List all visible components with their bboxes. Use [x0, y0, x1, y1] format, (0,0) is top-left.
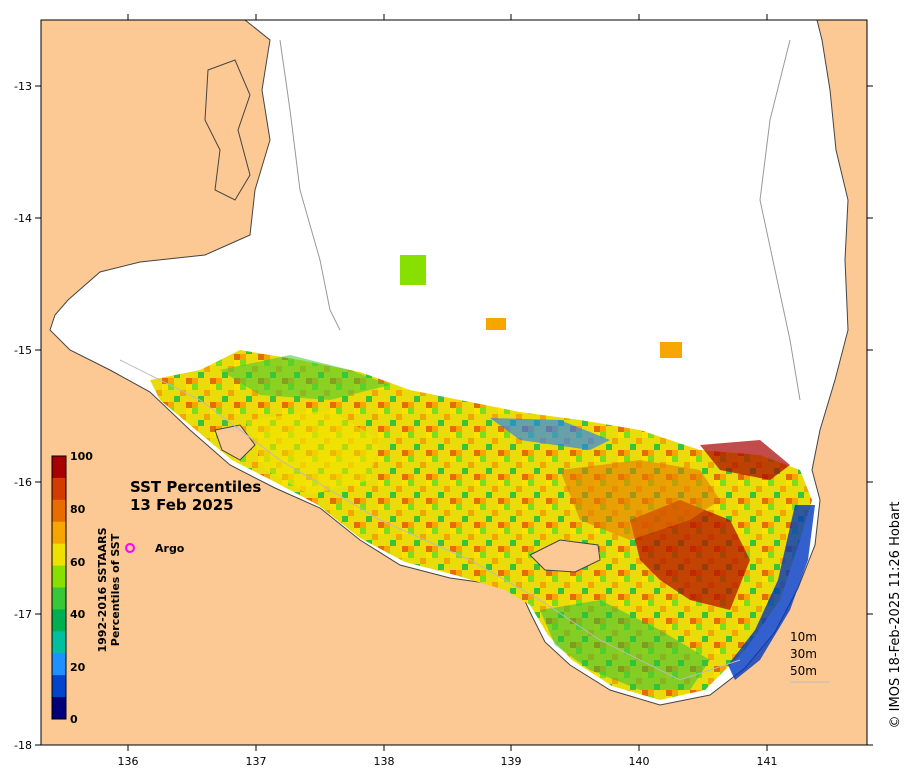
colorbar-band [52, 609, 66, 632]
colorbar-tick-label: 40 [70, 608, 86, 621]
colorbar-band [52, 587, 66, 610]
depth-label: 10m [790, 630, 817, 644]
lat-tick-label: -15 [14, 344, 32, 357]
lat-tick-label: -18 [14, 739, 32, 752]
argo-marker-icon [125, 543, 135, 553]
lon-tick-label: 140 [629, 755, 650, 768]
lat-tick-label: -14 [14, 212, 32, 225]
colorbar-band [52, 499, 66, 523]
colorbar-tick-label: 20 [70, 661, 86, 674]
lon-tick-label: 141 [757, 755, 778, 768]
sst-yellow-west [245, 410, 380, 495]
colorbar-band [52, 675, 66, 698]
colorbar-tick-label: 0 [70, 713, 78, 726]
argo-legend-label: Argo [155, 542, 185, 555]
depth-label: 30m [790, 647, 817, 661]
colorbar-label-line2: Percentiles of SST [109, 533, 122, 646]
lon-tick-label: 139 [501, 755, 522, 768]
colorbar [52, 456, 66, 720]
sst-cold-east-edge [728, 505, 815, 680]
sst-cool-region-north [490, 418, 610, 450]
colorbar-tick-label: 60 [70, 556, 86, 569]
map-frame [40, 19, 868, 746]
lon-tick-label: 138 [374, 755, 395, 768]
colorbar-ticks: 100 80 60 40 20 0 [70, 450, 93, 726]
mornington-island [529, 539, 601, 573]
lon-tick-label: 137 [246, 755, 267, 768]
colorbar-band [52, 477, 66, 501]
sst-green-northwest [220, 355, 390, 400]
sst-green-southwest [540, 600, 710, 690]
depth-contour-south [119, 359, 741, 681]
longitude-axis: 136 137 138 139 140 141 [118, 14, 778, 768]
colorbar-tick-label: 100 [70, 450, 93, 463]
depth-contour-east [759, 39, 801, 401]
map-date: 13 Feb 2025 [130, 496, 234, 514]
colorbar-band [52, 521, 66, 545]
sst-warm-region [560, 460, 720, 540]
imos-credit: © IMOS 18-Feb-2025 11:26 Hobart [888, 502, 903, 729]
colorbar-band [52, 456, 66, 479]
sst-blob-a [400, 255, 426, 285]
sst-blob-c [660, 342, 682, 358]
groote-eylandt [204, 59, 251, 201]
latitude-axis: -13 -14 -15 -16 -17 -18 [14, 80, 873, 752]
depth-contour-west [279, 39, 341, 331]
colorbar-label-line1: 1992-2016 SSTAARS [96, 527, 109, 652]
lon-tick-label: 136 [118, 755, 139, 768]
depth-label: 50m [790, 664, 817, 678]
colorbar-border [51, 455, 67, 720]
colorbar-tick-label: 80 [70, 503, 86, 516]
colorbar-band [52, 697, 66, 720]
map-content [49, 20, 849, 706]
colorbar-band [52, 631, 66, 654]
sst-hot-region-east [700, 440, 790, 480]
colorbar-band [52, 653, 66, 676]
lat-tick-label: -17 [14, 608, 32, 621]
colorbar-band [52, 565, 66, 588]
lat-tick-label: -16 [14, 476, 32, 489]
colorbar-band [52, 543, 66, 567]
lat-tick-label: -13 [14, 80, 32, 93]
sst-blob-b [486, 318, 506, 330]
map-title: SST Percentiles [130, 478, 261, 496]
